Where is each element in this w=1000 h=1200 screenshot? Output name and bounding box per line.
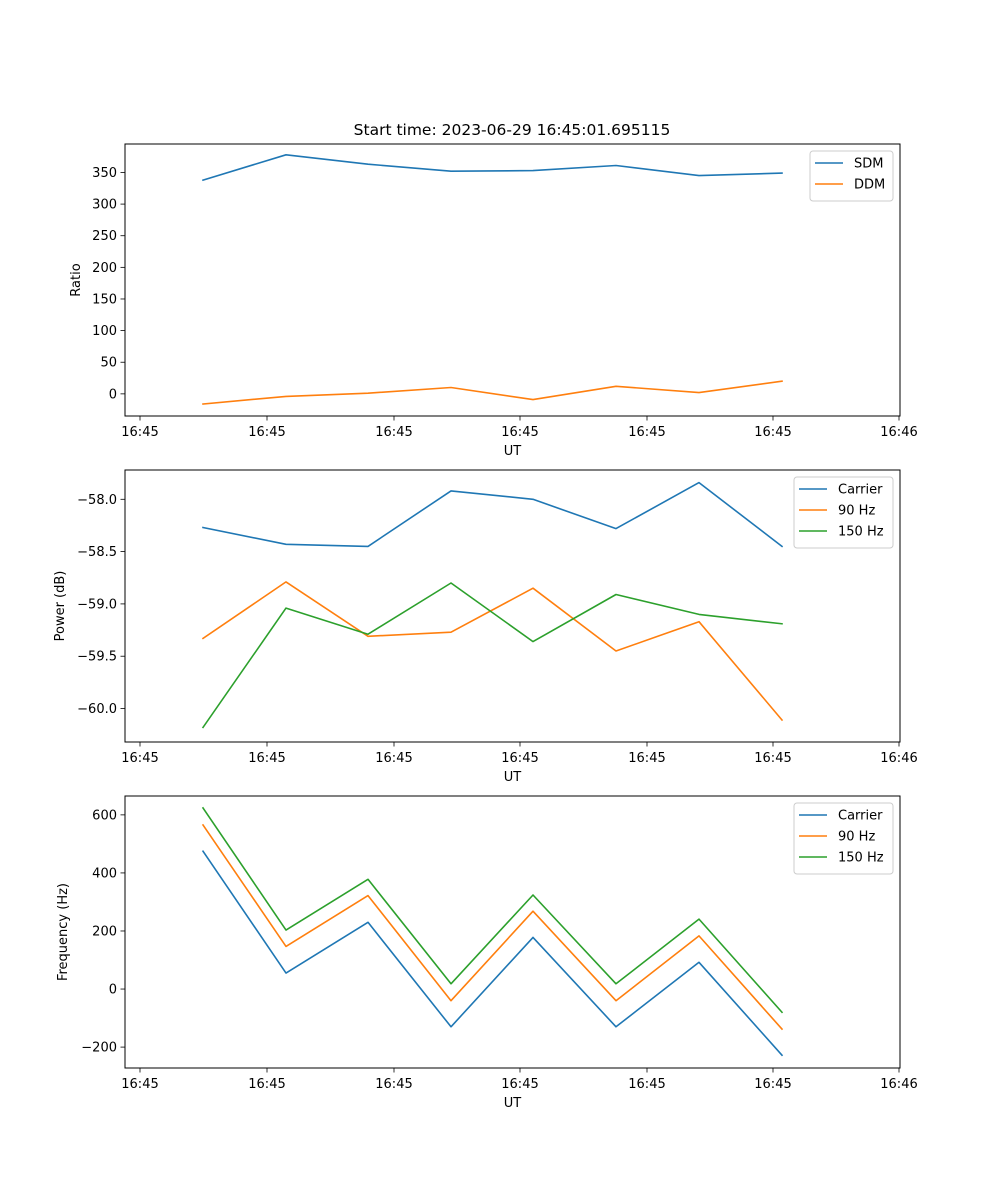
legend: Carrier 90 Hz 150 Hz [793, 476, 894, 549]
series-line-sdm [202, 154, 783, 182]
x-tick-label: 16:45 [501, 751, 538, 766]
x-axis-label: UT [504, 1096, 522, 1111]
legend-label-carrier: Carrier [838, 809, 883, 824]
x-tick-label: 16:45 [248, 1077, 285, 1092]
legend-label-150-hz: 150 Hz [838, 525, 884, 540]
series-line-ddm [202, 380, 783, 405]
y-axis-label: Power (dB) [53, 571, 68, 642]
y-tick-label: −58.0 [77, 493, 117, 508]
y-tick-label: 100 [92, 324, 117, 339]
y-tick-label: 0 [109, 983, 117, 998]
y-tick-label: −59.0 [77, 597, 117, 612]
x-tick-label: 16:46 [880, 425, 917, 440]
legend-label-150-hz: 150 Hz [838, 851, 884, 866]
chart-title: Start time: 2023-06-29 16:45:01.695115 [354, 121, 671, 139]
x-tick-label: 16:45 [501, 425, 538, 440]
y-tick-label: 250 [92, 229, 117, 244]
x-tick-label: 16:45 [628, 1077, 665, 1092]
y-tick-label: 350 [92, 166, 117, 181]
y-tick-label: 0 [109, 387, 117, 402]
series-line-90-hz [201, 823, 784, 1031]
plot-frame [124, 143, 901, 417]
y-tick-label: 300 [92, 198, 117, 213]
legend-label-90-hz: 90 Hz [838, 504, 875, 519]
x-tick-label: 16:46 [880, 1077, 917, 1092]
y-tick-label: 50 [100, 356, 117, 371]
x-tick-label: 16:45 [375, 1077, 412, 1092]
y-tick-label: 600 [92, 808, 117, 823]
y-tick-label: −58.5 [77, 545, 117, 560]
chart-panel-2: 16:45 16:45 16:45 16:45 16:45 16:45 16:46 −58.0… [53, 469, 918, 785]
series-line-90-hz [201, 581, 784, 722]
series-line-carrier [201, 850, 784, 1057]
x-tick-label: 16:45 [628, 751, 665, 766]
y-tick-label: 200 [92, 261, 117, 276]
x-tick-label: 16:45 [375, 751, 412, 766]
x-tick-label: 16:45 [754, 751, 791, 766]
legend-label-carrier: Carrier [838, 483, 883, 498]
y-tick-label: 200 [92, 924, 117, 939]
x-tick-label: 16:45 [121, 1077, 158, 1092]
legend-label-ddm: DDM [854, 178, 885, 193]
series-line-150-hz [201, 806, 784, 1014]
y-tick-label: −60.0 [77, 702, 117, 717]
y-axis-label: Frequency (Hz) [56, 883, 71, 981]
x-tick-label: 16:45 [248, 751, 285, 766]
legend: SDM DDM [809, 150, 894, 202]
x-tick-label: 16:45 [121, 751, 158, 766]
plot-frame [124, 469, 901, 743]
x-tick-label: 16:45 [754, 1077, 791, 1092]
x-tick-label: 16:45 [248, 425, 285, 440]
y-tick-label: 150 [92, 292, 117, 307]
x-tick-label: 16:45 [501, 1077, 538, 1092]
chart-panel-3: 16:45 16:45 16:45 16:45 16:45 16:45 16:46 −200 0… [56, 795, 918, 1111]
x-tick-label: 16:45 [121, 425, 158, 440]
plot-frame [124, 795, 901, 1069]
series-line-150-hz [201, 582, 783, 729]
x-axis-label: UT [504, 444, 522, 459]
x-tick-label: 16:45 [754, 425, 791, 440]
y-axis-label: Ratio [69, 263, 84, 296]
legend: Carrier 90 Hz 150 Hz [793, 802, 894, 875]
y-tick-label: 400 [92, 866, 117, 881]
y-tick-label: −200 [81, 1041, 117, 1056]
legend-label-90-hz: 90 Hz [838, 830, 875, 845]
chart-panel-1: 16:45 16:45 16:45 16:45 16:45 16:45 16:46 0 50 10… [69, 143, 918, 459]
legend-label-sdm: SDM [854, 157, 883, 172]
x-tick-label: 16:45 [628, 425, 665, 440]
x-tick-label: 16:45 [375, 425, 412, 440]
x-axis-label: UT [504, 770, 522, 785]
y-tick-label: −59.5 [77, 650, 117, 665]
x-tick-label: 16:46 [880, 751, 917, 766]
series-line-carrier [202, 481, 784, 548]
